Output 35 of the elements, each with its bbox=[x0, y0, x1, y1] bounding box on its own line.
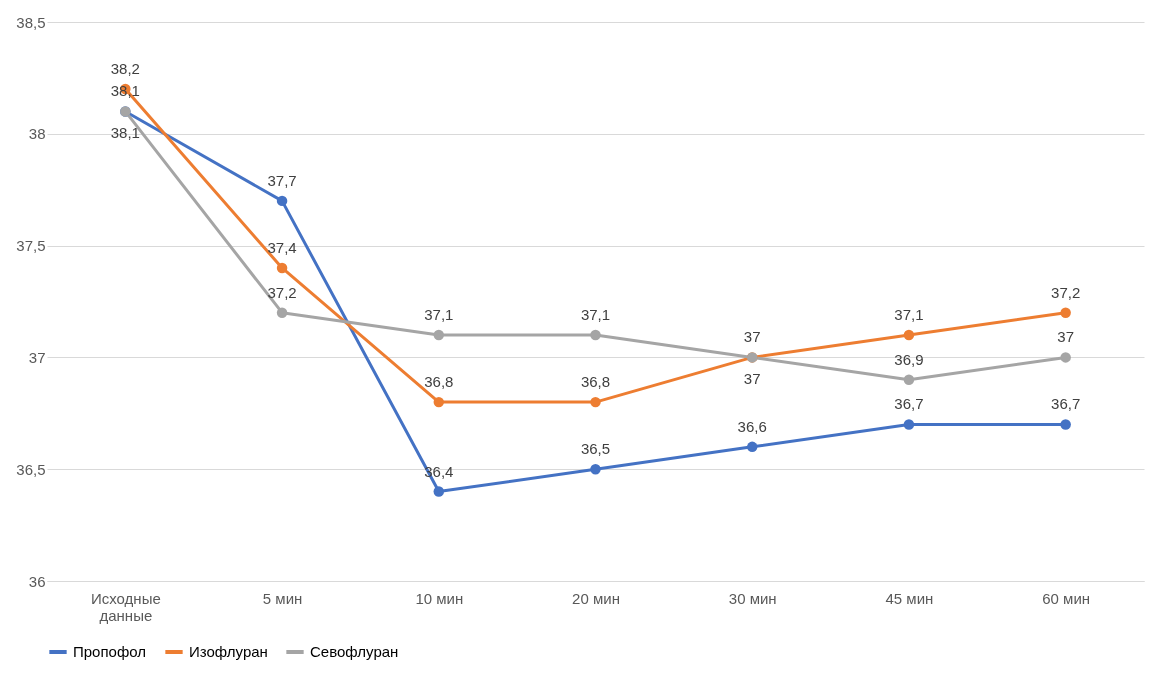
data-label: 37,7 bbox=[267, 171, 297, 189]
x-tick-label: 10 мин bbox=[415, 589, 464, 607]
data-label: 37,2 bbox=[1051, 283, 1081, 301]
data-label: 36,7 bbox=[894, 395, 924, 413]
data-label: 37 bbox=[1057, 328, 1074, 346]
y-tick-label: 38,5 bbox=[16, 13, 46, 31]
data-label: 36,9 bbox=[894, 350, 924, 368]
y-tick-label: 36 bbox=[28, 572, 46, 590]
x-tick-label: 5 мин bbox=[262, 589, 303, 607]
data-label: 38,1 bbox=[110, 124, 140, 142]
data-label: 36,8 bbox=[580, 373, 611, 391]
data-label: 37,1 bbox=[424, 306, 454, 324]
x-tick-label: 60 мин bbox=[1042, 589, 1091, 607]
x-tick-label: 20 мин bbox=[572, 589, 620, 607]
y-tick-label: 36,5 bbox=[16, 460, 46, 478]
data-label: 37,2 bbox=[267, 283, 297, 301]
data-label: 36,7 bbox=[1051, 395, 1081, 413]
legend-label: Изофлуран bbox=[189, 643, 268, 660]
data-label: 37 bbox=[743, 328, 761, 346]
y-tick-label: 37,5 bbox=[16, 237, 46, 255]
y-tick-label: 37 bbox=[28, 348, 46, 366]
data-label: 36,8 bbox=[424, 373, 454, 391]
x-tick-label: Исходные данные bbox=[90, 589, 161, 624]
x-tick-label: 45 мин bbox=[885, 589, 934, 607]
legend-label: Пропофол bbox=[73, 643, 147, 660]
data-label: 36,6 bbox=[737, 417, 767, 435]
data-label: 37,1 bbox=[894, 306, 924, 324]
data-label: 38,2 bbox=[110, 60, 140, 78]
y-tick-label: 38 bbox=[28, 125, 46, 143]
data-label: 37,4 bbox=[267, 238, 297, 256]
x-tick-label: 30 мин bbox=[728, 589, 777, 607]
data-label: 37 bbox=[743, 370, 761, 388]
legend-label: Севофлуран bbox=[310, 643, 399, 660]
data-label: 37,1 bbox=[580, 306, 611, 324]
data-label: 36,5 bbox=[580, 440, 611, 458]
